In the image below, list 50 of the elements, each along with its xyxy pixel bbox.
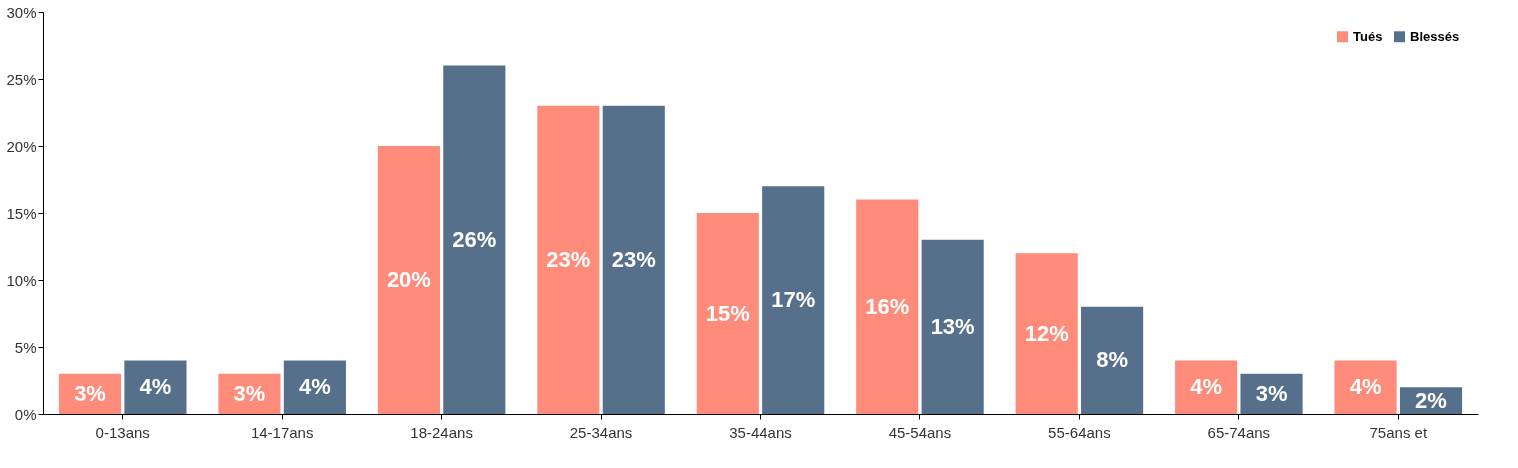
x-tick-label: 35-44ans xyxy=(729,423,792,441)
data-label: 3% xyxy=(233,380,266,406)
y-tick-label: 25% xyxy=(6,70,37,88)
x-tick-label: 55-64ans xyxy=(1048,423,1111,441)
data-label: 26% xyxy=(452,226,497,252)
data-label: 3% xyxy=(1255,380,1288,406)
bar xyxy=(1015,253,1078,414)
y-tick-label: 30% xyxy=(6,3,37,21)
bar xyxy=(856,199,919,414)
bar xyxy=(1175,360,1238,414)
bar xyxy=(124,360,187,414)
data-label: 23% xyxy=(546,246,591,272)
data-label: 12% xyxy=(1024,320,1069,346)
legend-label: Blessés xyxy=(1410,28,1460,44)
data-label: 4% xyxy=(298,374,331,400)
data-label: 16% xyxy=(865,293,910,319)
bar xyxy=(1081,306,1144,414)
bar xyxy=(1334,360,1397,414)
x-tick-label: 45-54ans xyxy=(888,423,952,441)
x-tick-label: 14-17ans xyxy=(250,423,314,441)
bar xyxy=(537,105,600,414)
x-tick-label: 75ans et xyxy=(1369,423,1428,441)
data-label: 17% xyxy=(771,287,816,313)
bar xyxy=(762,186,825,414)
y-tick-label: 15% xyxy=(6,204,37,222)
data-label: 23% xyxy=(611,246,656,272)
bar xyxy=(443,65,506,414)
x-tick-label: 25-34ans xyxy=(569,423,633,441)
data-label: 3% xyxy=(74,380,106,406)
data-label: 4% xyxy=(1190,374,1223,400)
data-label: 4% xyxy=(1349,374,1382,400)
y-tick-label: 20% xyxy=(6,137,37,155)
data-label: 4% xyxy=(139,374,172,400)
data-label: 15% xyxy=(705,300,750,326)
data-label: 8% xyxy=(1096,347,1128,373)
bar xyxy=(283,360,346,414)
x-tick-label: 65-74ans xyxy=(1207,423,1271,441)
bar xyxy=(921,239,984,414)
data-label: 20% xyxy=(386,267,431,292)
y-tick-label: 0% xyxy=(14,405,37,423)
legend-label: Tués xyxy=(1353,28,1383,44)
y-tick-label: 10% xyxy=(6,271,37,289)
bar xyxy=(377,146,440,414)
bar xyxy=(602,105,665,414)
bar xyxy=(696,213,759,414)
x-tick-label: 0-13ans xyxy=(95,423,150,441)
x-tick-label: 18-24ans xyxy=(410,423,473,441)
data-label: 13% xyxy=(930,313,975,339)
y-tick-label: 5% xyxy=(14,338,37,356)
data-label: 2% xyxy=(1415,387,1447,413)
